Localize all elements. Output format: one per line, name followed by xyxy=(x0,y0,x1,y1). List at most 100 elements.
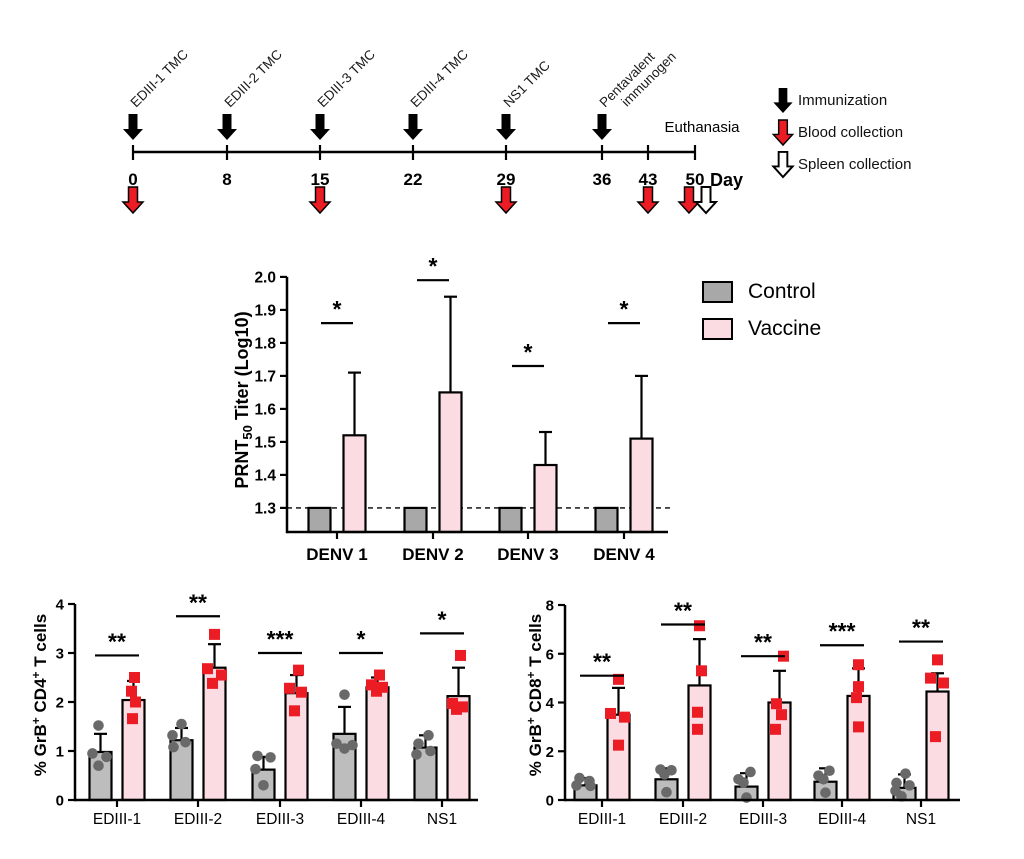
control-data-point xyxy=(347,739,358,751)
immunization-arrow-icon xyxy=(403,114,423,140)
control-data-point xyxy=(818,773,829,785)
vaccine-data-point xyxy=(216,669,227,681)
significance-stars: * xyxy=(620,296,629,322)
significance-stars: * xyxy=(429,253,438,279)
legend-item-spleen-collection: Spleen collection xyxy=(771,148,911,180)
control-data-point xyxy=(331,738,342,749)
spleen-collection-arrow-icon xyxy=(693,186,719,215)
timeline-event-label: EDIII-4 TMC xyxy=(408,46,472,110)
legend-item-control: Control xyxy=(702,280,821,304)
vaccine-data-point xyxy=(771,698,782,710)
immunization-arrow-icon xyxy=(123,114,143,140)
timeline-day-number: 22 xyxy=(404,170,423,189)
significance-stars: *** xyxy=(829,618,856,644)
control-data-point xyxy=(176,718,187,730)
vaccine-data-point xyxy=(451,703,462,715)
timeline-day-number: 50 xyxy=(686,170,705,189)
y-tick-label: 2 xyxy=(56,695,64,712)
control-data-point xyxy=(661,786,672,798)
y-tick-label: 1.8 xyxy=(254,335,276,352)
control-data-point xyxy=(167,730,178,741)
vaccine-data-point xyxy=(613,739,624,751)
significance-stars: ** xyxy=(674,598,692,624)
legend-item-immunization: Immunization xyxy=(772,84,911,116)
immunization-arrow-icon xyxy=(496,114,516,140)
x-category-label: DENV 1 xyxy=(306,545,367,564)
vaccine-data-point xyxy=(293,664,304,676)
timeline-day-number: 36 xyxy=(593,170,612,189)
vaccine-data-point xyxy=(930,731,941,743)
vaccine-data-point xyxy=(694,620,705,632)
y-tick-label: 1.6 xyxy=(254,401,276,418)
control-color-swatch xyxy=(702,281,733,303)
control-data-point xyxy=(571,780,582,791)
vaccine-data-point xyxy=(770,723,781,735)
timeline-day-number: 8 xyxy=(222,170,231,189)
x-category-label: EDIII-1 xyxy=(93,811,141,828)
x-category-label: EDIII-1 xyxy=(578,811,626,828)
vaccine-data-point xyxy=(932,654,943,666)
x-category-label: EDIII-3 xyxy=(739,811,787,828)
x-category-label: DENV 4 xyxy=(593,545,655,564)
bar-control-denv-3 xyxy=(498,506,523,534)
bar-control-denv-2 xyxy=(403,506,428,534)
timeline-event-label: EDIII-2 TMC xyxy=(222,46,286,110)
timeline-legend: Immunization Blood collection Spleen col… xyxy=(771,84,911,180)
immunization-arrow-icon xyxy=(217,114,237,140)
legend-label-control: Control xyxy=(748,280,816,303)
x-category-label: DENV 2 xyxy=(402,545,463,564)
control-data-point xyxy=(252,750,263,762)
significance-stars: * xyxy=(333,296,342,322)
y-tick-label: 2 xyxy=(546,744,554,761)
bar-vaccine-ediii-1 xyxy=(606,713,631,802)
control-data-point xyxy=(904,780,915,791)
control-data-point xyxy=(258,780,269,791)
timeline-event-label: EDIII-3 TMC xyxy=(315,46,379,110)
vaccine-data-point xyxy=(457,701,468,713)
control-data-point xyxy=(423,730,434,741)
x-category-label: EDIII-2 xyxy=(174,811,222,828)
y-tick-label: 1 xyxy=(56,744,64,761)
vaccine-data-point xyxy=(374,669,385,681)
series-legend: Control Vaccine xyxy=(702,280,821,354)
legend-item-blood-collection: Blood collection xyxy=(771,116,911,148)
bar-vaccine-ediii-4 xyxy=(365,686,390,802)
bar-vaccine-denv-1 xyxy=(342,434,367,534)
bar-control-denv-4 xyxy=(594,506,619,534)
significance-stars: *** xyxy=(267,626,294,652)
y-axis-title: % GrB+ CD4+ T cells xyxy=(29,614,50,776)
legend-item-vaccine: Vaccine xyxy=(702,317,821,341)
y-tick-label: 1.3 xyxy=(254,500,276,517)
vaccine-data-point xyxy=(696,665,707,677)
significance-stars: * xyxy=(357,626,366,652)
control-data-point xyxy=(265,752,276,763)
vaccine-data-point xyxy=(129,672,140,683)
vaccine-data-point xyxy=(127,713,138,725)
blood-collection-arrow-icon xyxy=(308,186,332,215)
control-data-point xyxy=(339,689,350,700)
bar-vaccine-denv-4 xyxy=(629,437,654,534)
control-data-point xyxy=(741,792,752,803)
y-tick-label: 2.0 xyxy=(254,269,276,286)
x-category-label: EDIII-3 xyxy=(256,811,304,828)
vaccine-data-point xyxy=(296,686,307,698)
vaccine-data-point xyxy=(207,677,218,689)
bar-vaccine-ns1 xyxy=(925,690,950,802)
control-data-point xyxy=(250,763,261,775)
bar-vaccine-denv-2 xyxy=(438,391,463,534)
vaccine-data-point xyxy=(938,677,949,689)
x-category-label: EDIII-2 xyxy=(659,811,707,828)
vaccine-data-point xyxy=(377,681,388,693)
bar-vaccine-ediii-2 xyxy=(687,684,712,802)
control-data-point xyxy=(413,738,424,749)
vaccine-data-point xyxy=(366,679,377,691)
vaccine-data-point xyxy=(605,707,616,719)
vaccine-data-point xyxy=(289,705,300,717)
vaccine-data-point xyxy=(692,706,703,718)
y-tick-label: 8 xyxy=(546,598,554,615)
y-tick-label: 6 xyxy=(546,646,554,663)
immunization-arrow-icon xyxy=(773,87,793,113)
vaccine-data-point xyxy=(776,709,787,721)
y-tick-label: 0 xyxy=(56,793,64,810)
